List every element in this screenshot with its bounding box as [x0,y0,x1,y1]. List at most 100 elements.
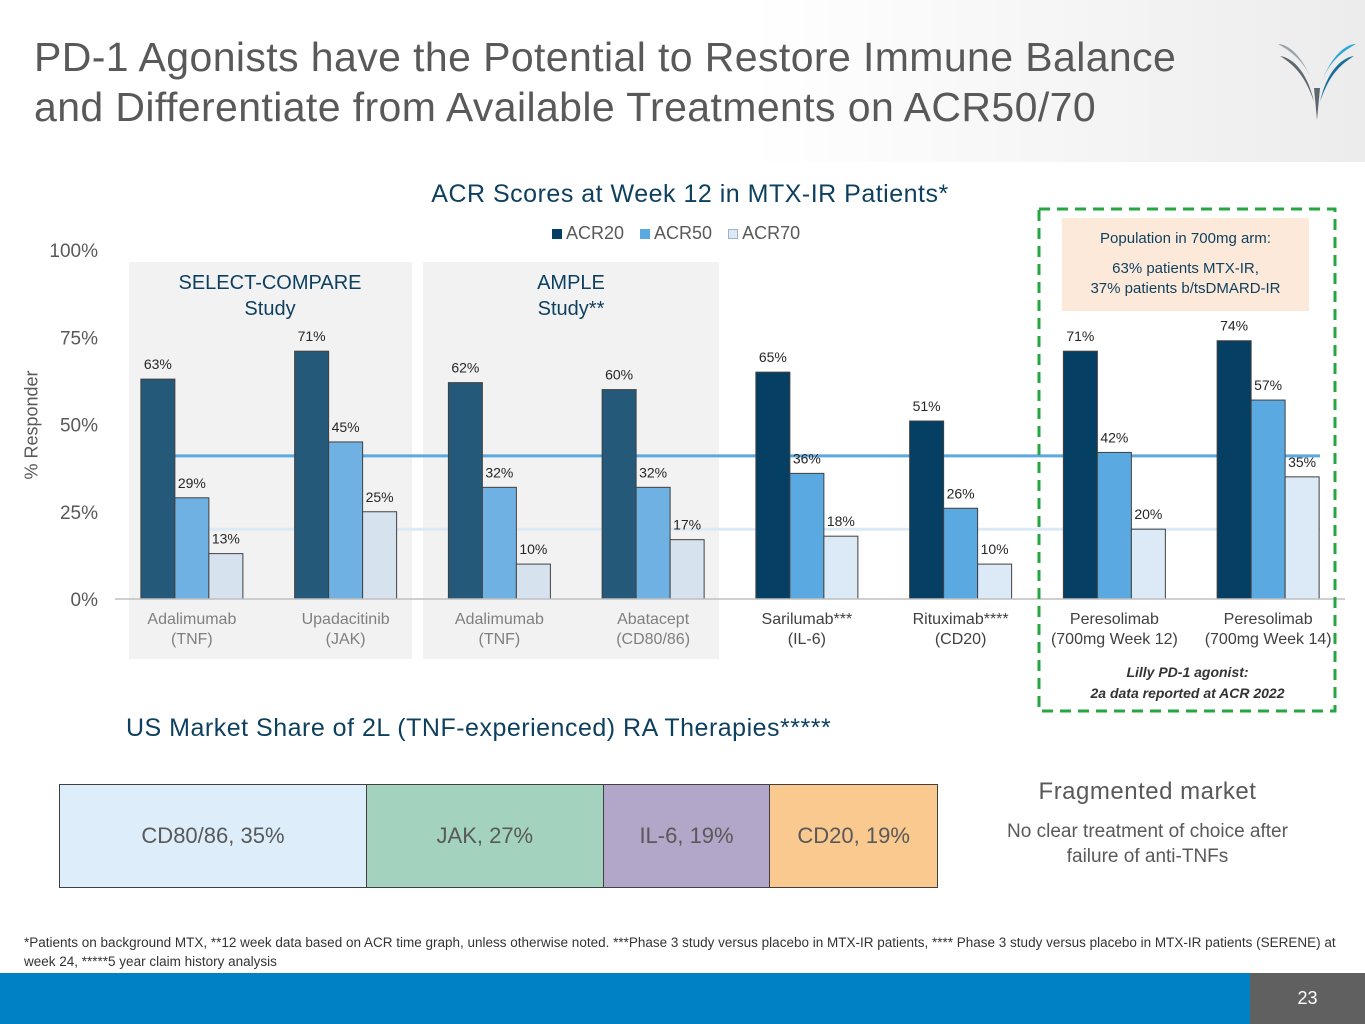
bar-value-label: 32% [639,464,667,480]
x-category-label: (CD80/86) [616,631,690,648]
legend-item-acr50: ACR50 [640,223,712,244]
x-category-label: (IL-6) [788,631,826,648]
bar-value-label: 26% [947,485,975,501]
slide-title: PD-1 Agonists have the Potential to Rest… [34,32,1264,132]
fragmented-market-heading: Fragmented market [1038,778,1257,805]
bar-acr20 [1062,350,1098,600]
bar-value-label: 57% [1254,377,1282,393]
legend-label-acr50: ACR50 [654,223,713,243]
x-category-label: (TNF) [478,631,520,648]
header-band [0,0,1365,162]
ample-study-label: AMPLE Study** [423,270,719,322]
bar-acr50 [481,486,517,600]
fragmented-market-body: No clear treatment of choice after failu… [1007,821,1288,867]
bar-acr70 [1130,528,1166,600]
bar-value-label: 10% [981,541,1009,557]
x-category-label: (700mg Week 14) [1205,631,1332,648]
bar-acr20 [1216,340,1252,600]
chart-legend: ACR20 ACR50 ACR70 [552,223,800,244]
x-category-label: (700mg Week 12) [1051,631,1178,648]
legend-label-acr70: ACR70 [742,223,801,243]
bar-value-label: 25% [366,489,394,505]
bar-value-label: 35% [1288,454,1316,470]
bar-acr50 [943,507,979,600]
x-category-label: Upadacitinib [302,611,390,628]
bar-acr70 [362,511,398,600]
x-category-label: Peresolimab [1224,611,1313,628]
bar-value-label: 63% [144,356,172,372]
bar-acr20 [909,420,945,600]
bar-acr20 [755,371,791,600]
page-number: 23 [1250,973,1365,1024]
bar-acr50 [328,441,364,600]
y-tick-label: 0% [71,590,99,611]
x-category-label: (JAK) [326,631,366,648]
bar-value-label: 42% [1100,429,1128,445]
bar-acr70 [977,563,1013,600]
bar-acr20 [601,389,637,600]
bar-value-label: 32% [485,464,513,480]
bar-value-label: 62% [451,360,479,376]
bar-value-label: 10% [519,541,547,557]
population-info-box: Population in 700mg arm: 63% patients MT… [1062,218,1309,311]
population-details: 63% patients MTX-IR, 37% patients b/tsDM… [1062,259,1309,299]
chart-title: ACR Scores at Week 12 in MTX-IR Patients… [431,180,949,208]
bar-value-label: 60% [605,367,633,383]
bar-value-label: 36% [793,450,821,466]
legend-label-acr20: ACR20 [566,223,625,243]
x-category-label: Adalimumab [455,611,544,628]
bar-acr50 [635,486,671,600]
select-compare-line-1: SELECT-COMPARE [178,272,362,294]
x-category-label: Rituximab**** [913,611,1009,628]
peresolimab-highlight-box [1037,207,1337,713]
bar-acr70 [515,563,551,600]
bar-value-label: 74% [1220,318,1248,334]
bar-value-label: 18% [827,513,855,529]
bar-acr70 [823,535,859,600]
footer-bar [0,973,1250,1024]
bar-value-label: 65% [759,349,787,365]
bar-acr50 [789,472,825,600]
bar-acr50 [1250,399,1286,600]
x-category-label: (TNF) [171,631,213,648]
population-title: Population in 700mg arm: [1100,230,1271,247]
bar-value-label: 45% [332,419,360,435]
x-category-label: Sarilumab*** [762,611,853,628]
market-segment-cd80-86: CD80/86, 35% [60,785,367,887]
lilly-note: Lilly PD-1 agonist: 2a data reported at … [1040,662,1335,704]
legend-swatch-acr70 [728,228,739,239]
title-line-2: and Differentiate from Available Treatme… [34,84,1097,130]
select-compare-study-label: SELECT-COMPARE Study [130,270,410,322]
bar-value-label: 71% [1066,328,1094,344]
x-category-label: Adalimumab [147,611,236,628]
market-segment-cd20: CD20, 19% [770,785,937,887]
bar-acr20 [294,350,330,600]
title-line-1: PD-1 Agonists have the Potential to Rest… [34,34,1177,80]
legend-item-acr70: ACR70 [728,223,800,244]
bar-value-label: 13% [212,531,240,547]
market-share-bar: CD80/86, 35% JAK, 27% IL-6, 19% CD20, 19… [59,784,938,888]
y-tick-label: 75% [60,328,98,349]
bar-acr20 [447,382,483,600]
bar-value-label: 20% [1134,506,1162,522]
bar-acr50 [174,497,210,600]
legend-swatch-acr50 [640,228,651,239]
population-line-2: 37% patients b/tsDMARD-IR [1090,280,1281,297]
bar-acr50 [1096,451,1132,600]
market-segment-jak: JAK, 27% [366,785,604,887]
select-compare-line-2: Study [244,298,296,320]
acr-bar-chart: 0% 25% 50% 75% 100% 63% 29% 13% Adalimumab (TNF) 7… [49,207,1345,713]
lilly-note-line-1: Lilly PD-1 agonist: [1126,664,1249,680]
y-tick-label: 50% [60,416,98,437]
x-category-label: Peresolimab [1070,611,1159,628]
bar-acr70 [1284,476,1320,600]
ample-line-2: Study** [537,298,605,320]
bar-value-label: 17% [673,517,701,533]
bar-value-label: 71% [298,328,326,344]
y-tick-label: 25% [60,503,98,524]
bar-value-label: 51% [913,398,941,414]
x-category-label: (CD20) [935,631,987,648]
bar-acr70 [208,553,244,600]
bar-acr70 [669,539,705,600]
x-category-label: Abatacept [617,611,690,628]
